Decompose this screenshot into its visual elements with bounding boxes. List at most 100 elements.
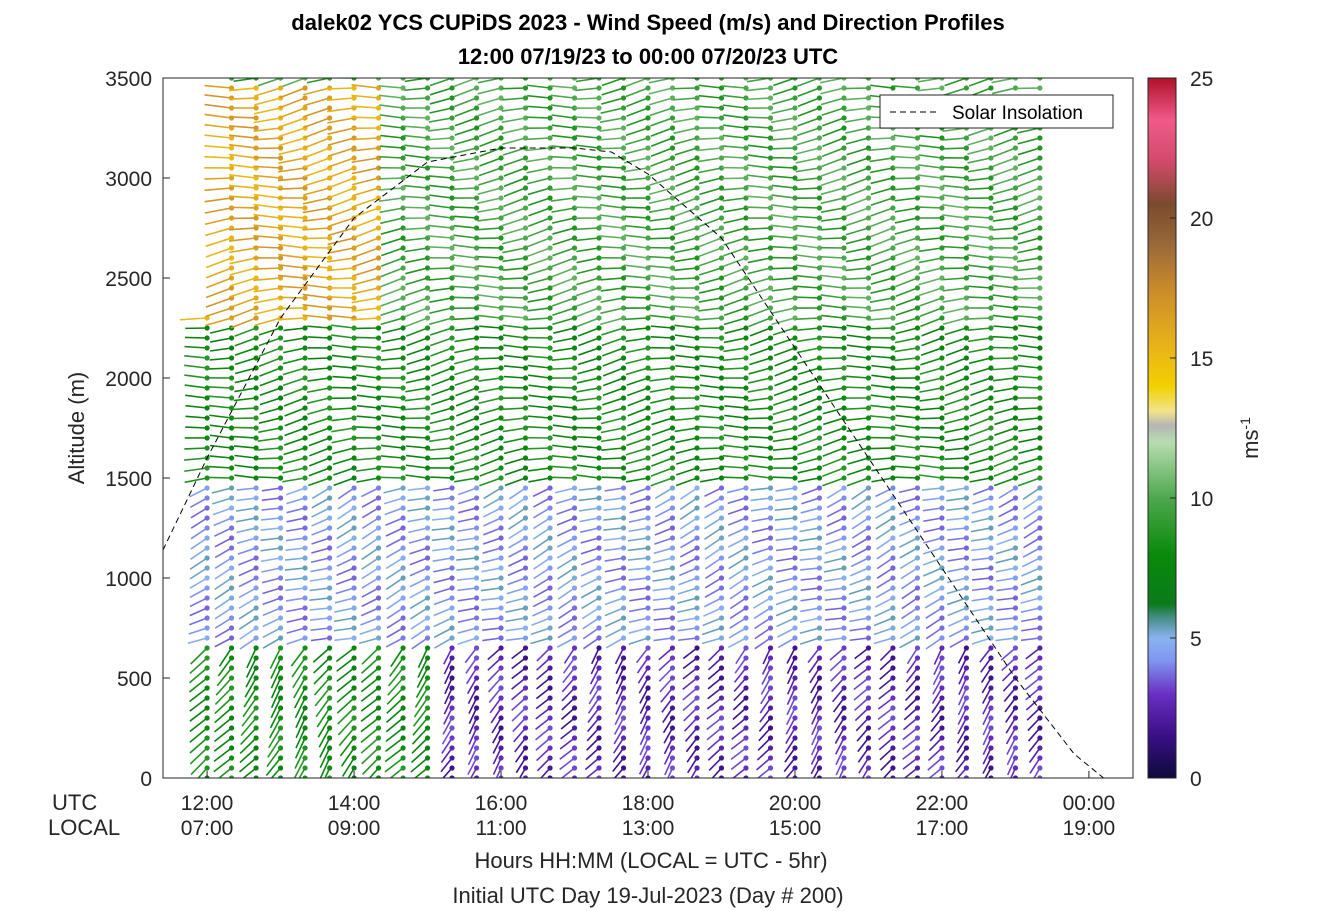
wind-barb bbox=[278, 127, 306, 138]
wind-barb-point bbox=[596, 535, 602, 541]
wind-barb bbox=[454, 137, 477, 146]
wind-barb bbox=[214, 697, 233, 715]
wind-barb-point bbox=[694, 165, 700, 171]
wind-barb bbox=[405, 267, 428, 275]
wind-barb-point bbox=[620, 215, 627, 221]
wind-barb bbox=[229, 163, 257, 169]
wind-barb bbox=[625, 137, 649, 146]
wind-barb bbox=[253, 287, 281, 293]
wind-barb bbox=[211, 497, 232, 505]
wind-barb-point bbox=[718, 305, 725, 311]
wind-barb bbox=[385, 637, 404, 648]
wind-barb bbox=[228, 97, 257, 101]
wind-barb-point bbox=[424, 655, 431, 661]
wind-barb-point bbox=[400, 415, 406, 421]
wind-barb-point bbox=[841, 195, 847, 201]
wind-barb bbox=[918, 164, 943, 169]
wind-barb-point bbox=[375, 275, 382, 281]
wind-barb bbox=[303, 167, 330, 178]
wind-barb-point bbox=[571, 615, 578, 621]
wind-barb bbox=[699, 374, 722, 379]
wind-barb bbox=[185, 404, 208, 409]
wind-barb-point bbox=[351, 555, 357, 561]
wind-barb bbox=[785, 717, 796, 735]
wind-barb bbox=[845, 227, 869, 236]
wind-barb bbox=[722, 197, 747, 202]
wind-barb bbox=[846, 177, 869, 188]
wind-barb-point bbox=[424, 185, 431, 191]
wind-barb-point bbox=[645, 135, 651, 141]
wind-barb-point bbox=[939, 375, 945, 381]
wind-barb-point bbox=[596, 355, 602, 361]
wind-barb bbox=[918, 277, 943, 286]
wind-barb-point bbox=[498, 755, 504, 761]
wind-barb bbox=[846, 167, 869, 177]
wind-barb bbox=[189, 567, 208, 580]
wind-barb-point bbox=[939, 675, 945, 681]
wind-barb bbox=[682, 657, 698, 670]
legend-box bbox=[879, 94, 1114, 129]
wind-barb bbox=[1022, 487, 1041, 500]
wind-barb bbox=[562, 667, 576, 684]
wind-barb bbox=[285, 597, 306, 602]
wind-barb-point bbox=[988, 155, 994, 161]
wind-barb-point bbox=[620, 125, 627, 131]
wind-barb-point bbox=[449, 385, 455, 391]
wind-barb-point bbox=[400, 675, 406, 681]
wind-barb-point bbox=[498, 475, 504, 481]
wind-barb bbox=[795, 254, 820, 259]
wind-barb bbox=[179, 317, 208, 321]
wind-barb-point bbox=[204, 565, 210, 571]
wind-barb bbox=[853, 677, 869, 691]
wind-barb-point bbox=[865, 435, 872, 441]
wind-barb bbox=[575, 78, 600, 83]
wind-barb bbox=[773, 78, 796, 87]
wind-barb bbox=[997, 527, 1016, 537]
wind-barb bbox=[873, 627, 894, 636]
wind-barb bbox=[228, 125, 257, 129]
wind-barb-point bbox=[522, 235, 529, 241]
wind-barb bbox=[411, 637, 428, 650]
wind-barb bbox=[723, 207, 747, 213]
wind-barb-point bbox=[865, 365, 872, 371]
wind-barb bbox=[968, 274, 992, 279]
wind-barb bbox=[204, 94, 232, 99]
wind-barb-point bbox=[228, 415, 235, 421]
wind-barb-point bbox=[718, 635, 725, 641]
wind-barb-point bbox=[841, 715, 847, 721]
y-axis-label: Altitude (m) bbox=[64, 372, 89, 484]
wind-barb-point bbox=[816, 345, 823, 351]
wind-barb-point bbox=[669, 585, 676, 591]
wind-barb-point bbox=[596, 95, 602, 101]
wind-barb-point bbox=[865, 475, 872, 481]
wind-barb bbox=[923, 517, 943, 523]
wind-barb-point bbox=[253, 465, 259, 471]
wind-barb bbox=[699, 187, 722, 196]
wind-barb bbox=[334, 607, 355, 613]
wind-barb bbox=[838, 767, 845, 778]
wind-barb-point bbox=[449, 445, 455, 451]
wind-barb bbox=[747, 125, 771, 129]
wind-barb-point bbox=[743, 595, 749, 601]
wind-barb bbox=[601, 407, 624, 416]
wind-barb bbox=[286, 517, 306, 523]
wind-barb-point bbox=[890, 315, 896, 321]
wind-barb-point bbox=[645, 605, 651, 611]
wind-barb-point bbox=[400, 545, 406, 551]
wind-barb-point bbox=[596, 765, 602, 771]
wind-barb bbox=[722, 454, 747, 459]
wind-barb-point bbox=[620, 685, 627, 691]
wind-barb bbox=[699, 197, 722, 206]
wind-barb bbox=[234, 357, 257, 366]
wind-barb bbox=[747, 377, 771, 384]
wind-barb bbox=[943, 476, 967, 479]
wind-barb bbox=[930, 707, 943, 723]
wind-barb bbox=[209, 434, 232, 439]
wind-barb-point bbox=[522, 305, 529, 311]
wind-barb bbox=[216, 667, 233, 687]
wind-barb-point bbox=[449, 735, 455, 741]
wind-barb-point bbox=[841, 165, 847, 171]
wind-barb-point bbox=[694, 565, 700, 571]
wind-barb-point bbox=[302, 695, 308, 701]
wind-barb bbox=[861, 767, 870, 778]
